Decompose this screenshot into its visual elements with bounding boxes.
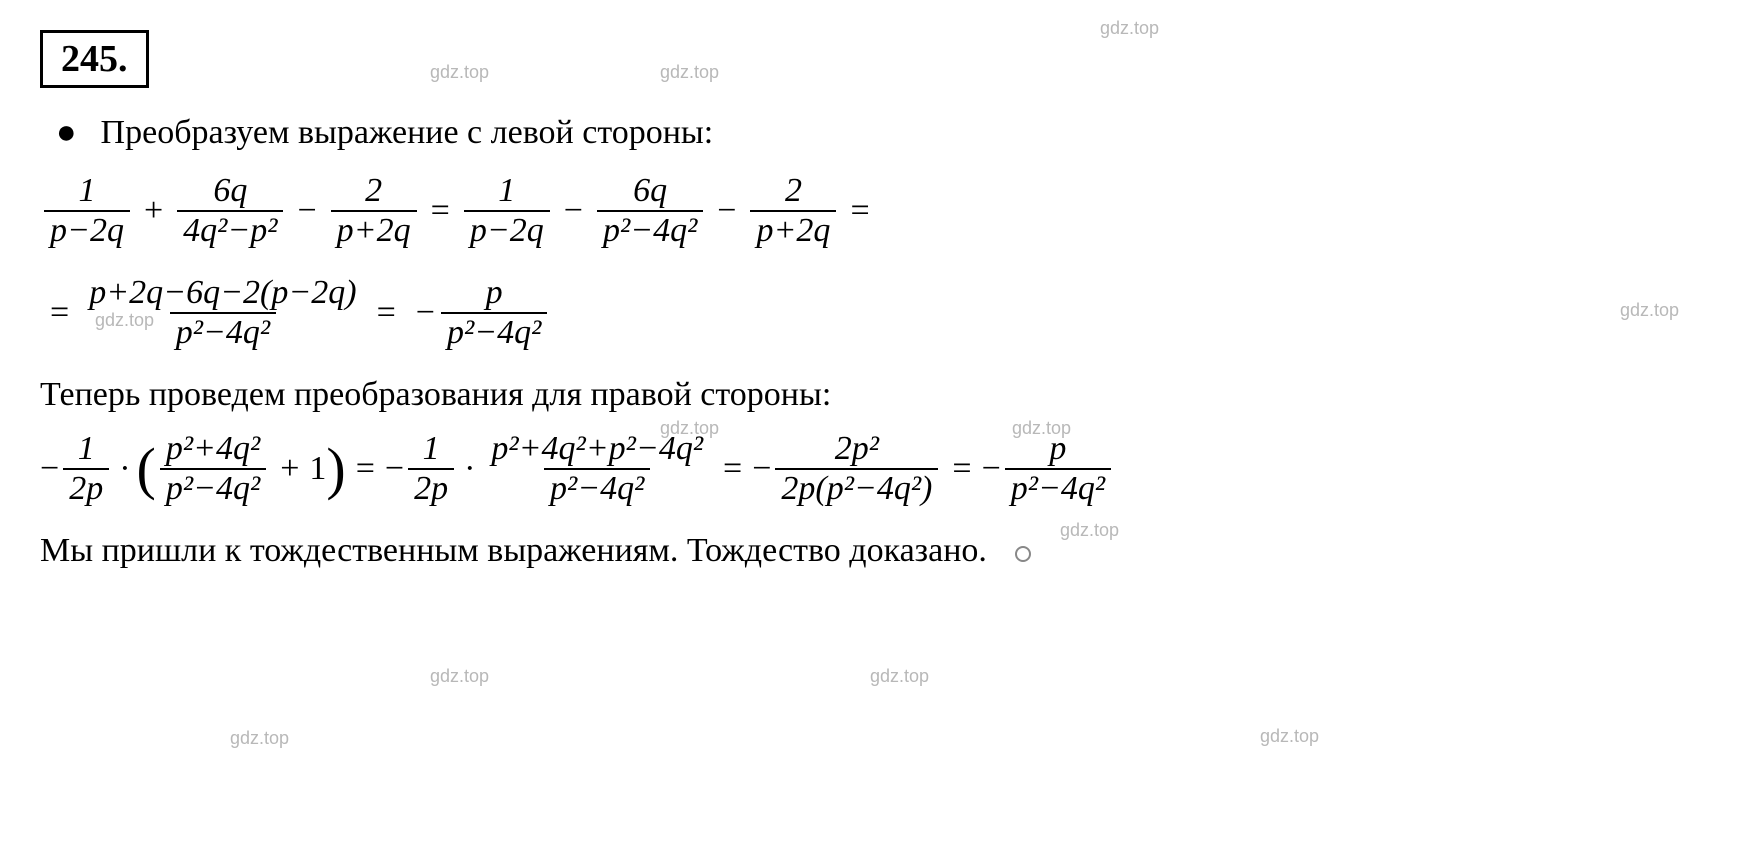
- frac-num: 2p²: [829, 430, 885, 468]
- frac-num: p²+4q²+p²−4q²: [485, 430, 709, 468]
- problem-number: 245.: [40, 30, 149, 88]
- frac-den: p−2q: [464, 210, 550, 250]
- frac-num: p²+4q²: [160, 430, 266, 468]
- frac-den: p²−4q²: [441, 312, 547, 352]
- conclusion-text: Мы пришли к тождественным выражениям. То…: [40, 532, 1714, 570]
- fraction-2: 6q 4q²−p²: [177, 172, 283, 250]
- conclusion-content: Мы пришли к тождественным выражениям. То…: [40, 532, 987, 569]
- frac-den: 2p(p²−4q²): [775, 468, 938, 508]
- watermark-text: gdz.top: [430, 666, 489, 687]
- equals-op: =: [50, 294, 69, 332]
- equation-1: 1 p−2q + 6q 4q²−p² − 2 p+2q = 1 p−2q − 6…: [40, 172, 1714, 250]
- frac-num: 6q: [207, 172, 253, 210]
- watermark-text: gdz.top: [1100, 18, 1159, 39]
- one-value: 1: [309, 450, 326, 488]
- equals-op: =: [356, 450, 375, 488]
- frac-num: 2: [779, 172, 808, 210]
- fraction-14: p p²−4q²: [1005, 430, 1111, 508]
- fraction-1: 1 p−2q: [44, 172, 130, 250]
- fraction-12: p²+4q²+p²−4q² p²−4q²: [485, 430, 709, 508]
- bullet-icon: ●: [56, 106, 77, 160]
- fraction-5: 6q p²−4q²: [597, 172, 703, 250]
- minus-op: −: [297, 192, 316, 230]
- frac-num: p+2q−6q−2(p−2q): [83, 274, 362, 312]
- frac-den: p+2q: [750, 210, 836, 250]
- frac-num: 1: [72, 172, 101, 210]
- rparen: ): [326, 446, 345, 492]
- plus-op: +: [144, 192, 163, 230]
- frac-num: p: [1043, 430, 1072, 468]
- fraction-3: 2 p+2q: [331, 172, 417, 250]
- frac-den: p²−4q²: [597, 210, 703, 250]
- frac-den: p²−4q²: [1005, 468, 1111, 508]
- neg-op: −: [982, 450, 1001, 488]
- middle-text: Теперь проведем преобразования для право…: [40, 376, 1714, 414]
- fraction-6: 2 p+2q: [750, 172, 836, 250]
- lparen: (: [137, 446, 156, 492]
- frac-den: p²−4q²: [544, 468, 650, 508]
- intro-line: ● Преобразуем выражение с левой стороны:: [40, 106, 1714, 160]
- paren-group: ( p²+4q² p²−4q² + 1 ): [137, 430, 346, 508]
- neg-op: −: [385, 450, 404, 488]
- plus-op: +: [280, 450, 299, 488]
- watermark-text: gdz.top: [430, 62, 489, 83]
- equals-op: =: [850, 192, 869, 230]
- dot-op: ·: [464, 450, 475, 488]
- equals-op: =: [952, 450, 971, 488]
- neg-op: −: [752, 450, 771, 488]
- intro-text: Преобразуем выражение с левой стороны:: [101, 106, 714, 160]
- frac-num: 2: [359, 172, 388, 210]
- equation-3: − 1 2p · ( p²+4q² p²−4q² + 1 ) = − 1 2p …: [40, 430, 1714, 508]
- frac-den: 2p: [408, 468, 454, 508]
- frac-den: p−2q: [44, 210, 130, 250]
- dot-op: ·: [119, 450, 130, 488]
- neg-op: −: [416, 294, 435, 332]
- frac-num: 1: [492, 172, 521, 210]
- equals-op: =: [377, 294, 396, 332]
- frac-num: 6q: [627, 172, 673, 210]
- fraction-4: 1 p−2q: [464, 172, 550, 250]
- watermark-text: gdz.top: [230, 728, 289, 749]
- minus-op: −: [564, 192, 583, 230]
- watermark-text: gdz.top: [660, 62, 719, 83]
- neg-op: −: [40, 450, 59, 488]
- fraction-8: p p²−4q²: [441, 274, 547, 352]
- fraction-9: 1 2p: [63, 430, 109, 508]
- frac-num: p: [480, 274, 509, 312]
- fraction-10: p²+4q² p²−4q²: [160, 430, 266, 508]
- frac-num: 1: [417, 430, 446, 468]
- frac-num: 1: [72, 430, 101, 468]
- minus-op: −: [717, 192, 736, 230]
- equals-op: =: [431, 192, 450, 230]
- frac-den: p+2q: [331, 210, 417, 250]
- frac-den: p²−4q²: [160, 468, 266, 508]
- frac-den: 2p: [63, 468, 109, 508]
- equals-op: =: [723, 450, 742, 488]
- watermark-text: gdz.top: [870, 666, 929, 687]
- fraction-11: 1 2p: [408, 430, 454, 508]
- fraction-7: p+2q−6q−2(p−2q) p²−4q²: [83, 274, 362, 352]
- frac-den: p²−4q²: [170, 312, 276, 352]
- frac-den: 4q²−p²: [177, 210, 283, 250]
- watermark-text: gdz.top: [1260, 726, 1319, 747]
- end-circle-icon: [1015, 546, 1031, 562]
- fraction-13: 2p² 2p(p²−4q²): [775, 430, 938, 508]
- equation-2: = p+2q−6q−2(p−2q) p²−4q² = − p p²−4q²: [40, 274, 1714, 352]
